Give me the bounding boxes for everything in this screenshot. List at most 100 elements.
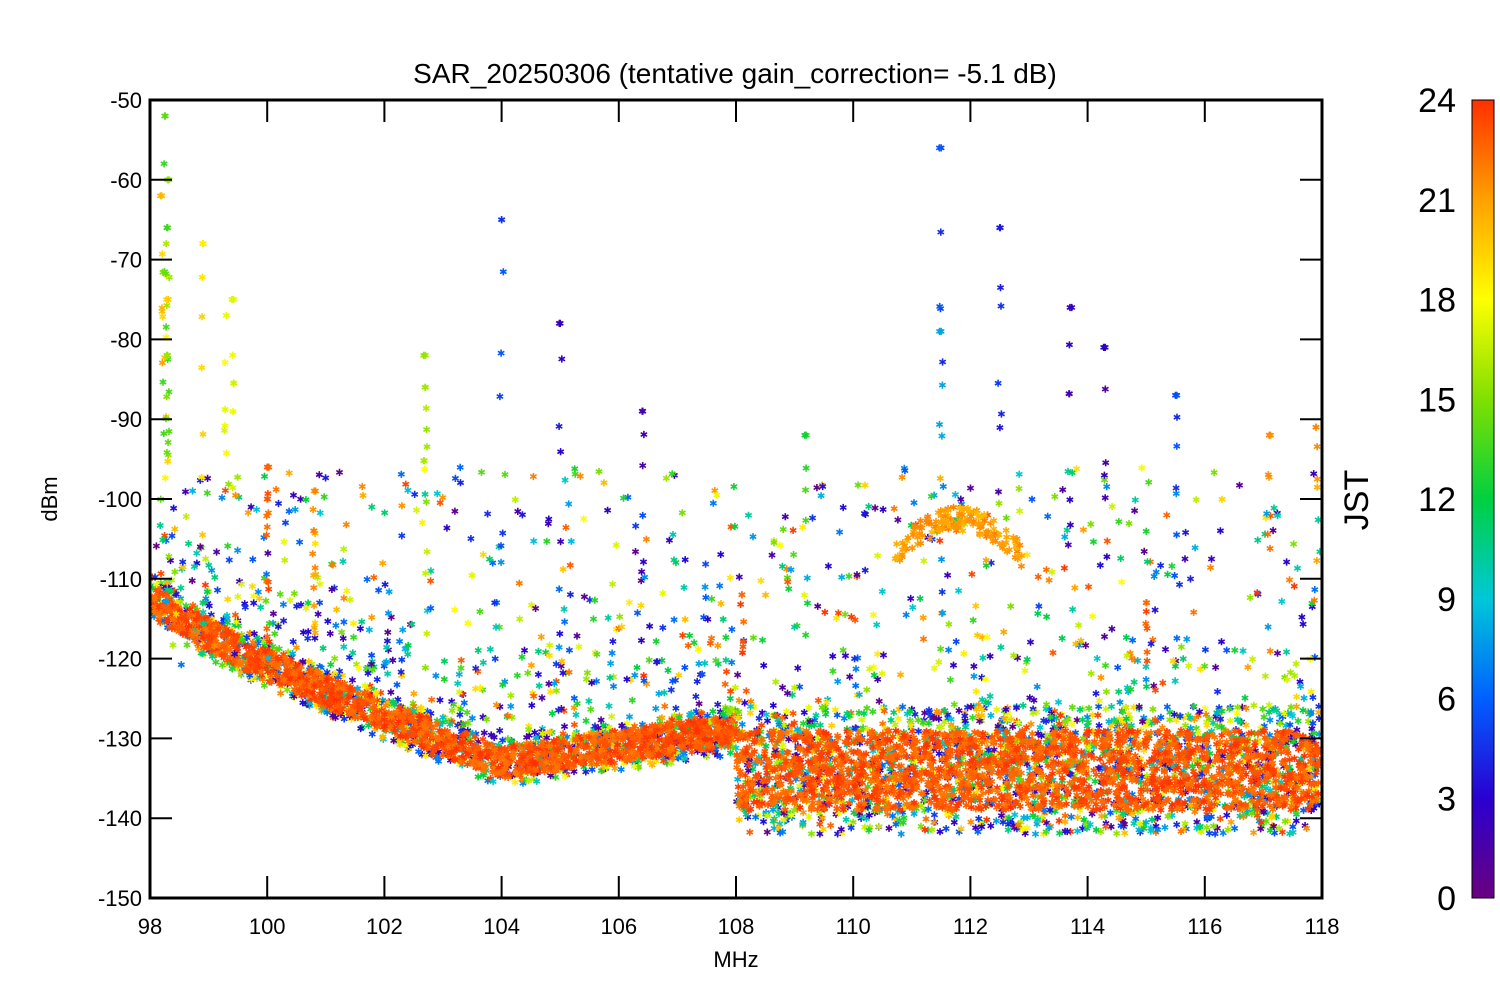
data-point [950, 700, 959, 709]
data-point [495, 726, 504, 735]
data-point [1087, 669, 1096, 678]
data-point [373, 675, 382, 684]
data-point [1094, 702, 1103, 711]
data-point [552, 686, 561, 696]
data-point [249, 598, 258, 608]
data-point [248, 555, 257, 564]
data-point [233, 546, 242, 555]
data-point [534, 670, 543, 679]
data-point [740, 698, 749, 708]
data-point [1292, 702, 1301, 711]
data-point [678, 631, 687, 640]
data-point [1095, 721, 1104, 730]
data-point [604, 701, 614, 711]
data-point [233, 592, 242, 601]
data-point [537, 693, 547, 703]
data-point [952, 637, 961, 646]
data-point [340, 714, 349, 724]
data-point [617, 765, 626, 774]
data-point [733, 670, 742, 680]
data-point [986, 711, 995, 720]
data-point [1102, 687, 1111, 697]
data-point [201, 580, 210, 590]
data-point [914, 726, 923, 736]
data-point [331, 621, 340, 630]
data-point [544, 679, 553, 689]
data-point [1142, 662, 1150, 672]
data-point [630, 670, 639, 680]
data-point [513, 671, 522, 680]
data-point [285, 595, 295, 605]
data-point [279, 600, 288, 609]
data-point [1025, 693, 1034, 703]
data-point [1172, 633, 1181, 643]
data-point [256, 602, 265, 612]
data-point [691, 692, 700, 701]
data-point [586, 705, 595, 714]
data-point [269, 609, 278, 619]
data-point [954, 706, 964, 715]
data-point [968, 713, 977, 722]
data-point [383, 669, 392, 679]
data-point [735, 696, 744, 705]
data-point [474, 646, 483, 655]
data-point [608, 637, 617, 646]
data-point [667, 685, 676, 695]
data-point [1004, 825, 1013, 835]
data-point [1142, 682, 1151, 691]
data-point [742, 686, 751, 696]
data-point [870, 670, 879, 680]
data-point [1142, 675, 1151, 684]
data-point [506, 691, 515, 700]
data-point [695, 699, 704, 709]
data-point [1036, 723, 1045, 732]
data-point [409, 689, 418, 699]
data-point [506, 701, 515, 711]
data-point [1073, 813, 1082, 822]
data-point [660, 701, 669, 711]
data-point [345, 653, 354, 662]
data-point [651, 704, 660, 713]
data-point [763, 716, 772, 726]
data-point [486, 644, 495, 654]
chart-title: SAR_20250306 (tentative gain_correction=… [413, 58, 1057, 89]
data-point [1258, 704, 1267, 714]
data-point [292, 643, 301, 652]
data-point [570, 720, 579, 730]
data-point [1122, 633, 1131, 642]
data-point [868, 707, 877, 717]
data-point [463, 708, 472, 717]
data-point [367, 650, 376, 660]
data-point [921, 814, 931, 824]
data-point [930, 810, 939, 820]
data-point [280, 555, 289, 565]
data-point [201, 554, 210, 564]
data-point [972, 687, 981, 696]
data-point [789, 709, 798, 718]
data-point [511, 777, 520, 787]
data-point [188, 576, 197, 586]
data-point [986, 821, 995, 831]
data-point [1230, 824, 1239, 833]
data-point [819, 824, 828, 834]
data-point [978, 653, 987, 663]
data-point [1078, 715, 1087, 725]
data-point [607, 712, 616, 721]
data-point [969, 671, 979, 681]
data-point [889, 708, 898, 717]
data-point [826, 821, 835, 830]
data-point [323, 616, 332, 626]
data-point [663, 666, 673, 675]
data-point [811, 711, 821, 720]
data-point [1160, 823, 1169, 832]
data-point [778, 683, 787, 692]
data-point [690, 638, 699, 648]
data-point [1292, 659, 1301, 669]
data-point [1101, 661, 1110, 670]
data-point [480, 728, 489, 738]
data-point [583, 668, 592, 678]
data-point [986, 651, 995, 661]
data-point [386, 687, 395, 697]
data-point [700, 658, 709, 668]
